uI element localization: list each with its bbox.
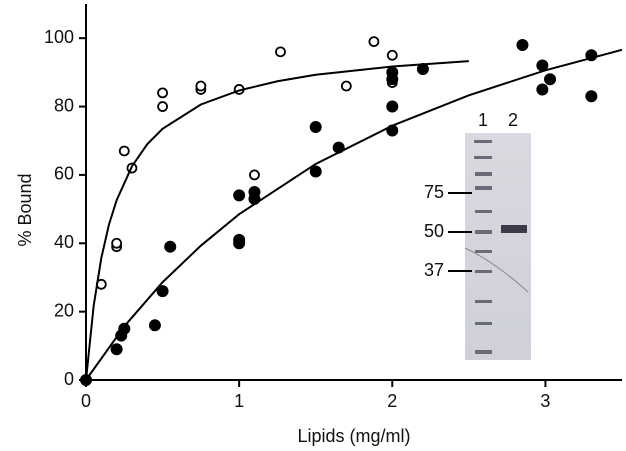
filled-point [110,343,123,356]
filled-point [148,319,161,332]
y-tick-label: 100 [44,27,74,47]
y-tick-label: 60 [54,164,74,184]
marker-label: 50 [424,221,444,241]
y-axis-label: % Bound [15,173,35,246]
open-point [275,46,286,58]
y-tick-label: 0 [64,369,74,389]
open-point [118,145,130,157]
filled-point [544,73,557,86]
filled-point [536,83,549,96]
open-point [157,101,168,112]
marker-label: 37 [424,260,444,280]
marker-label: 75 [424,182,444,202]
filled-point [516,39,529,52]
y-tick-label: 80 [54,95,74,115]
x-tick-label: 3 [540,391,550,411]
open-point [249,169,260,181]
x-tick-label: 0 [81,391,91,411]
filled-point [386,73,399,86]
open-point [386,49,398,61]
fit-curve [85,48,623,381]
x-axis-label: Lipids (mg/ml) [297,426,410,446]
filled-point [386,100,399,113]
open-point [111,237,123,249]
lane-label: 2 [508,110,518,130]
filled-point [585,90,598,103]
open-point [368,36,380,47]
open-point [340,80,352,92]
gel-inset [448,133,531,360]
filled-point [164,240,177,253]
filled-point [233,189,246,202]
x-tick-label: 1 [234,391,244,411]
filled-point [309,121,322,134]
fit-curve [85,60,469,381]
open-point [195,80,207,92]
filled-point [233,237,246,250]
filled-point [309,165,322,178]
x-tick-label: 2 [387,391,397,411]
lane-label: 1 [478,110,488,130]
y-tick-label: 40 [54,232,74,252]
open-point [157,87,168,99]
y-tick-label: 20 [54,300,74,320]
filled-point [156,285,169,298]
